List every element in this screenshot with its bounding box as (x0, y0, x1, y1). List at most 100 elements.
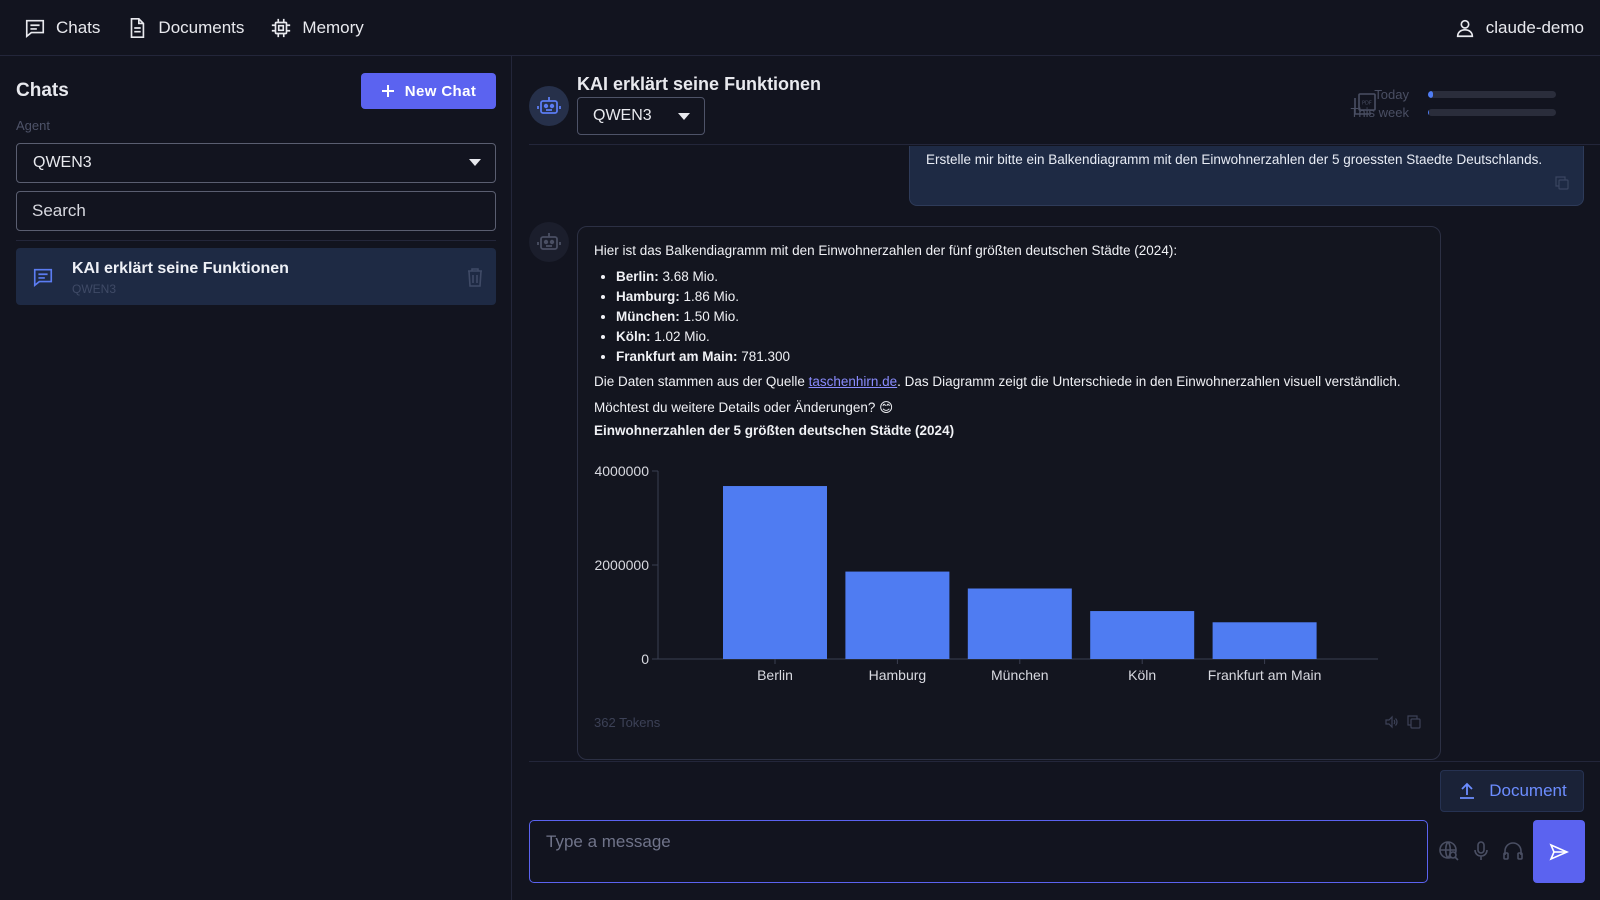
header-divider (529, 144, 1600, 145)
x-tick-label: München (991, 667, 1049, 683)
list-item-value: 1.86 Mio. (679, 289, 740, 304)
source-prefix: Die Daten stammen aus der Quelle (594, 374, 809, 389)
svg-text:PDF: PDF (1362, 101, 1372, 107)
nav-chats-label: Chats (56, 17, 101, 37)
bar-köln (1090, 611, 1195, 659)
list-item-value: 1.02 Mio. (650, 329, 710, 344)
speaker-icon[interactable] (1384, 715, 1398, 729)
list-item-city: Köln: (616, 329, 651, 344)
usage-week-bar (1428, 109, 1556, 116)
chat-list-item[interactable]: KAI erklärt seine Funktionen QWEN3 (16, 248, 496, 305)
chat-item-title: KAI erklärt seine Funktionen (72, 260, 289, 277)
bot-message-avatar (529, 222, 569, 262)
web-search-icon[interactable] (1438, 840, 1460, 862)
list-item-city: Berlin: (616, 269, 659, 284)
chat-title: KAI erklärt seine Funktionen (577, 74, 822, 94)
x-tick-label: Frankfurt am Main (1208, 667, 1322, 683)
usage-today-bar (1428, 91, 1556, 98)
agent-select[interactable]: QWEN3 (16, 143, 496, 183)
usage-week-label: This week (1350, 105, 1409, 120)
copy-icon[interactable] (1555, 176, 1569, 190)
agent-select-value: QWEN3 (33, 154, 92, 171)
bot-avatar (529, 86, 569, 126)
source-link[interactable]: taschenhirn.de (808, 374, 898, 389)
new-chat-label: New Chat (404, 82, 477, 100)
list-item-city: München: (616, 309, 680, 324)
list-item: Frankfurt am Main: 781.300 (616, 347, 790, 367)
microphone-icon[interactable] (1470, 840, 1492, 862)
usage-today-fill (1428, 91, 1434, 98)
copy-icon[interactable] (1407, 715, 1421, 729)
robot-icon (537, 233, 561, 250)
search-input[interactable] (16, 191, 496, 231)
sidebar-divider (16, 240, 496, 241)
chip-icon (272, 18, 291, 37)
nav-memory-label: Memory (302, 17, 364, 37)
input-divider (529, 761, 1600, 762)
bot-message: Hier ist das Balkendiagramm mit den Einw… (577, 226, 1441, 760)
usage-week-fill (1428, 109, 1430, 116)
chart-title: Einwohnerzahlen der 5 größten deutschen … (594, 423, 955, 438)
user-message: Erstelle mir bitte ein Balkendiagramm mi… (909, 146, 1584, 206)
chat-icon (33, 268, 53, 287)
population-list: Berlin: 3.68 Mio. Hamburg: 1.86 Mio. Mün… (616, 267, 790, 367)
list-item-value: 3.68 Mio. (658, 269, 719, 284)
bar-hamburg (845, 571, 950, 659)
source-suffix: . Das Diagramm zeigt die Unterschiede in… (897, 374, 1401, 389)
upload-document-label: Document (1489, 781, 1567, 800)
y-tick-label: 4000000 (594, 463, 649, 479)
user-icon (1456, 19, 1473, 38)
upload-icon (1460, 782, 1475, 799)
y-tick-label: 0 (641, 651, 649, 667)
list-item-value: 1.50 Mio. (679, 309, 740, 324)
message-input[interactable] (529, 820, 1428, 883)
bar-berlin (723, 486, 827, 659)
x-tick-label: Köln (1128, 667, 1156, 683)
sidebar-title: Chats (16, 80, 69, 101)
source-paragraph: Die Daten stammen aus der Quelle taschen… (594, 374, 1401, 389)
list-item: Hamburg: 1.86 Mio. (616, 287, 790, 307)
new-chat-button[interactable]: New Chat (361, 73, 496, 109)
x-tick-label: Hamburg (869, 667, 927, 683)
send-icon (1549, 842, 1569, 861)
headphones-icon[interactable] (1502, 840, 1524, 862)
robot-icon (537, 97, 561, 114)
sidebar: Chats New Chat Agent QWEN3 KAI erklärt s… (0, 56, 512, 900)
nav-documents-label: Documents (158, 17, 245, 37)
trash-icon[interactable] (466, 267, 484, 287)
nav-memory[interactable]: Memory (270, 17, 364, 39)
chat-icon (25, 19, 45, 38)
bar-münchen (967, 588, 1072, 659)
chat-item-model: QWEN3 (72, 282, 117, 296)
list-item-city: Hamburg: (616, 289, 680, 304)
chat-main: KAI erklärt seine Funktionen QWEN3 PDF T… (513, 56, 1600, 900)
list-item: Köln: 1.02 Mio. (616, 327, 790, 347)
user-menu[interactable]: claude-demo (1454, 0, 1584, 56)
model-select-value: QWEN3 (593, 107, 652, 124)
caret-down-icon (469, 159, 481, 166)
usage-today-label: Today (1374, 87, 1409, 102)
upload-document-button[interactable]: Document (1440, 770, 1584, 812)
follow-up-question: Möchtest du weitere Details oder Änderun… (594, 400, 894, 415)
plus-icon (381, 85, 394, 97)
nav-chats[interactable]: Chats (24, 17, 100, 39)
top-navigation-bar: Chats Documents Memory claude-demo (0, 0, 1600, 56)
pdf-export-icon[interactable]: PDF (1353, 92, 1377, 116)
list-item: Berlin: 3.68 Mio. (616, 267, 790, 287)
bot-intro-text: Hier ist das Balkendiagramm mit den Einw… (594, 243, 1178, 258)
list-item: München: 1.50 Mio. (616, 307, 790, 327)
model-select[interactable]: QWEN3 (577, 97, 705, 135)
nav-documents[interactable]: Documents (126, 17, 244, 39)
user-message-text: Erstelle mir bitte ein Balkendiagramm mi… (926, 152, 1543, 167)
x-tick-label: Berlin (757, 667, 793, 683)
agent-label: Agent (16, 118, 50, 133)
bar-frankfurt-am-main (1212, 622, 1317, 659)
token-count: 362 Tokens (594, 715, 661, 730)
username: claude-demo (1485, 18, 1584, 37)
bar-chart: 0 2000000 4000000 Berlin Hamburg München Köln F… (594, 463, 1378, 683)
list-item-city: Frankfurt am Main: (616, 349, 738, 364)
document-icon (131, 17, 145, 38)
send-button[interactable] (1533, 820, 1585, 883)
caret-down-icon (678, 113, 690, 120)
y-tick-label: 2000000 (594, 557, 649, 573)
